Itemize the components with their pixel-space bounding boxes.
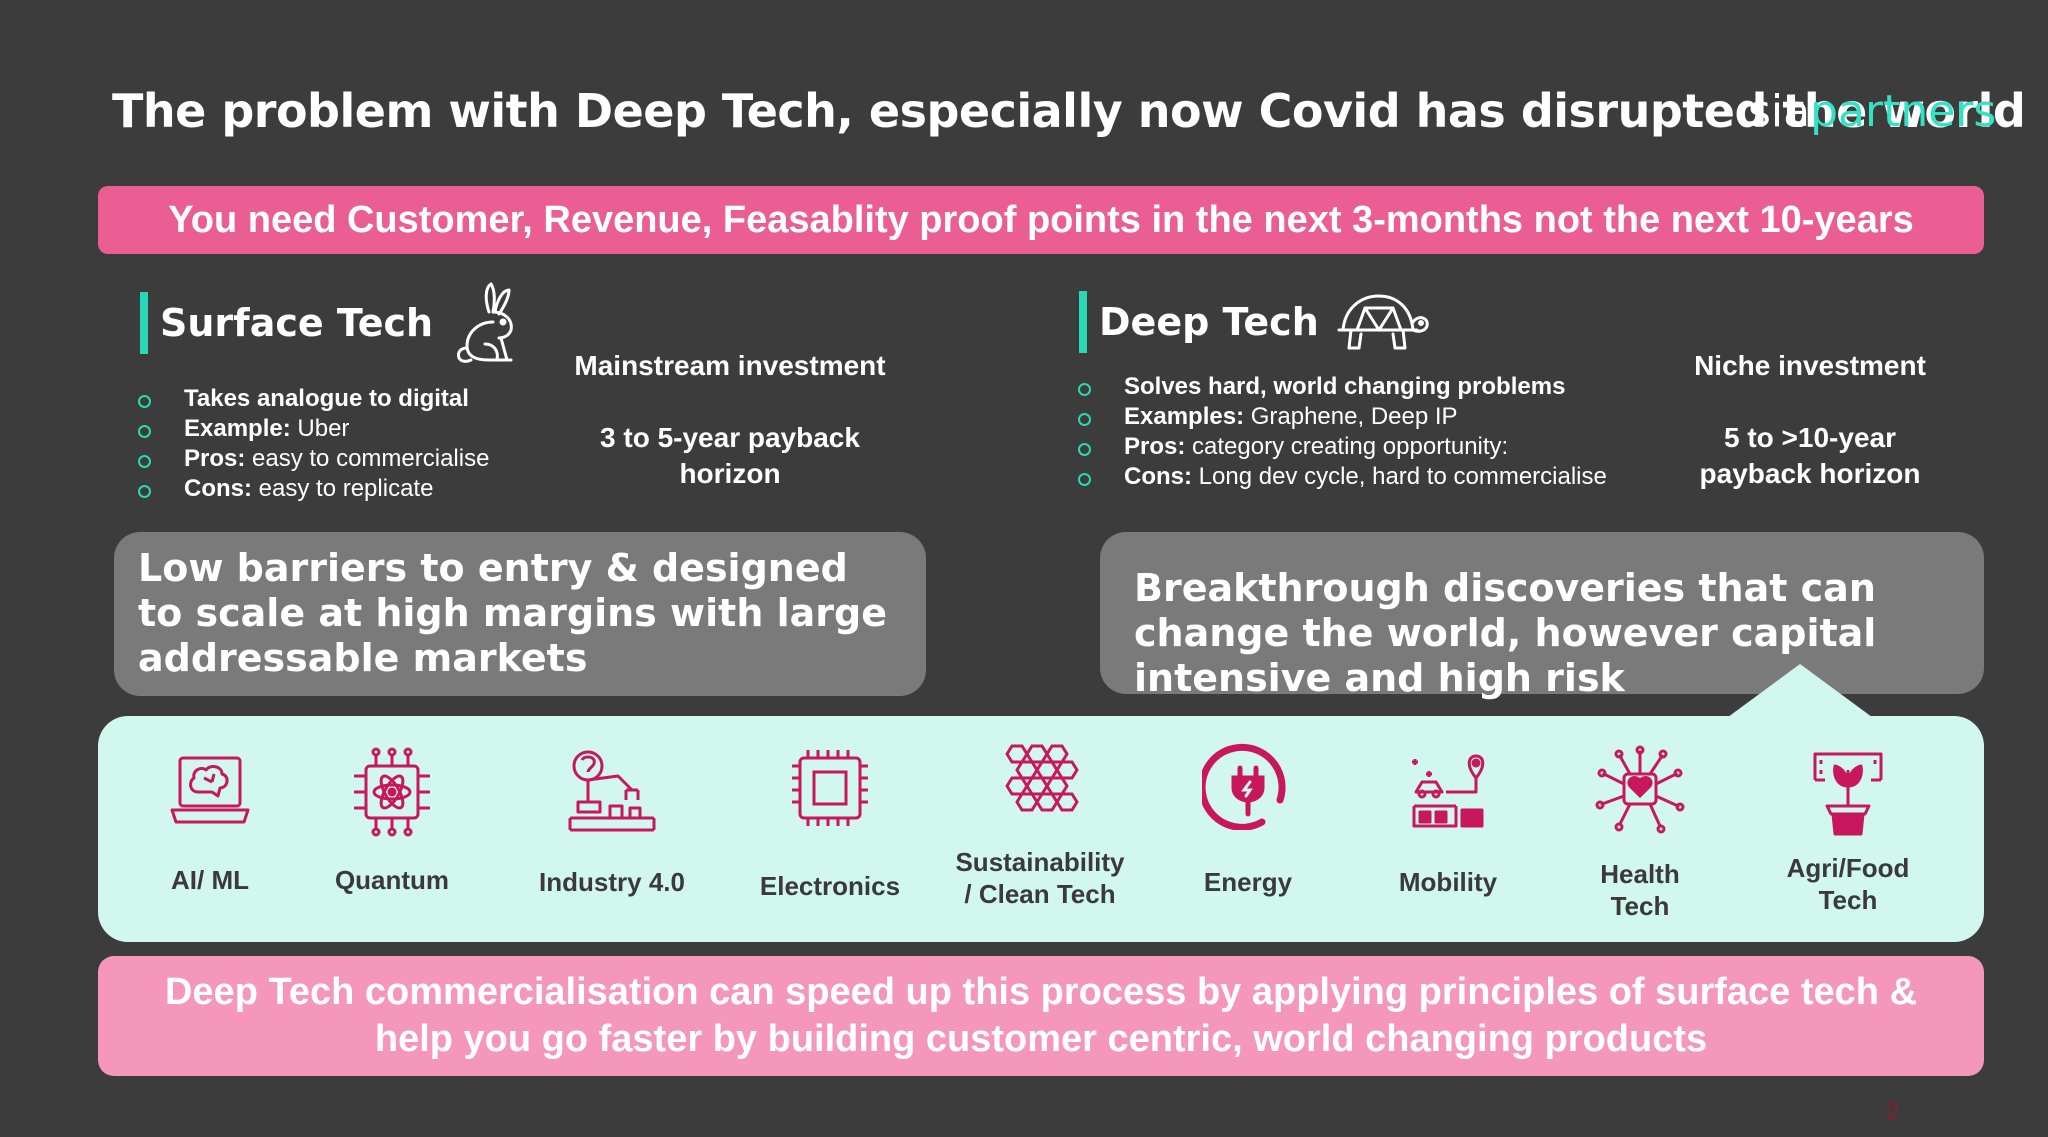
category-label: Mobility	[1398, 867, 1498, 897]
payback-line: payback horizon	[1699, 458, 1921, 489]
deep-summary-box: Breakthrough discoveries that can change…	[1100, 532, 1984, 700]
category-agri-food-tech: Agri/Food Tech	[1748, 750, 1948, 916]
deep-tech-heading: Deep Tech	[1079, 290, 1431, 354]
bullet-item: Example: Uber	[138, 414, 489, 444]
hexagon-grid-icon	[1005, 744, 1079, 812]
bullet-item: Takes analogue to digital	[138, 384, 489, 414]
category-label: Health	[1600, 859, 1680, 889]
power-plug-icon	[1202, 743, 1286, 830]
bullet-item: Examples: Graphene, Deep IP	[1078, 402, 1607, 432]
bottom-banner: Deep Tech commercialisation can speed up…	[98, 956, 1984, 1076]
bullet-item: Solves hard, world changing problems	[1078, 372, 1607, 402]
sia-partners-logo: siapartners	[1748, 86, 1997, 137]
payback-line: 3 to 5-year payback	[600, 422, 860, 453]
category-label: Sustainability	[955, 847, 1125, 877]
accent-bar	[140, 292, 148, 354]
rabbit-icon	[457, 282, 513, 363]
top-banner: You need Customer, Revenue, Feasablity p…	[98, 186, 1984, 254]
category-ai-ml: AI/ ML	[110, 752, 310, 896]
accent-bar	[1079, 291, 1087, 353]
category-label: / Clean Tech	[964, 879, 1116, 909]
payback-line: horizon	[679, 458, 781, 489]
category-energy: Energy	[1148, 738, 1348, 898]
surface-tech-label: Surface Tech	[160, 301, 434, 345]
bullet-item: Pros: easy to commercialise	[138, 444, 489, 474]
callout-notch	[1724, 664, 1876, 720]
turtle-icon	[1337, 294, 1429, 350]
investment-label: Mainstream investment	[574, 350, 886, 381]
category-label: Tech	[1610, 891, 1670, 921]
deep-tech-categories-panel: AI/ ML Quantum Industry 4.0	[98, 716, 1984, 942]
health-circuit-icon	[1595, 745, 1685, 834]
slide-title: The problem with Deep Tech, especially n…	[112, 84, 2026, 138]
category-label: Electronics	[759, 871, 901, 901]
category-electronics: Electronics	[730, 746, 930, 902]
category-mobility: Mobility	[1348, 752, 1548, 898]
footer-line: help you go faster by building customer …	[374, 1018, 1708, 1060]
category-label: Tech	[1818, 885, 1878, 915]
category-industry: Industry 4.0	[512, 746, 712, 898]
plant-icon	[1813, 752, 1883, 836]
footer-line: Deep Tech commercialisation can speed up…	[164, 971, 1918, 1013]
category-label: AI/ ML	[171, 865, 249, 895]
robot-arm-icon	[568, 750, 656, 832]
bullet-item: Cons: Long dev cycle, hard to commercial…	[1078, 462, 1607, 492]
ai-laptop-brain-icon	[170, 756, 250, 824]
category-label: Agri/Food	[1786, 853, 1910, 883]
surface-tech-heading: Surface Tech	[140, 282, 525, 364]
surface-summary-box: Low barriers to entry & designed to scal…	[114, 532, 926, 696]
microchip-icon	[792, 750, 868, 826]
category-quantum: Quantum	[292, 746, 492, 896]
deep-bullets: Solves hard, world changing problems Exa…	[1078, 372, 1607, 492]
category-sustainability: Sustainability / Clean Tech	[940, 742, 1140, 910]
category-label: Quantum	[334, 865, 450, 895]
surface-bullets: Takes analogue to digital Example: Uber …	[138, 384, 489, 504]
category-label: Energy	[1203, 867, 1293, 897]
deep-investment: Niche investment 5 to >10-year payback h…	[1660, 348, 1960, 492]
surface-investment: Mainstream investment 3 to 5-year paybac…	[540, 348, 920, 492]
investment-label: Niche investment	[1694, 350, 1926, 381]
page-number: 2	[1886, 1098, 1900, 1125]
category-label: Industry 4.0	[539, 867, 685, 897]
quantum-chip-icon	[354, 747, 430, 837]
category-health-tech: Health Tech	[1540, 744, 1740, 922]
bullet-item: Cons: easy to replicate	[138, 474, 489, 504]
mobility-icon	[1412, 754, 1485, 828]
deep-tech-label: Deep Tech	[1099, 300, 1319, 344]
payback-line: 5 to >10-year	[1724, 422, 1896, 453]
bullet-item: Pros: category creating opportunity:	[1078, 432, 1607, 462]
